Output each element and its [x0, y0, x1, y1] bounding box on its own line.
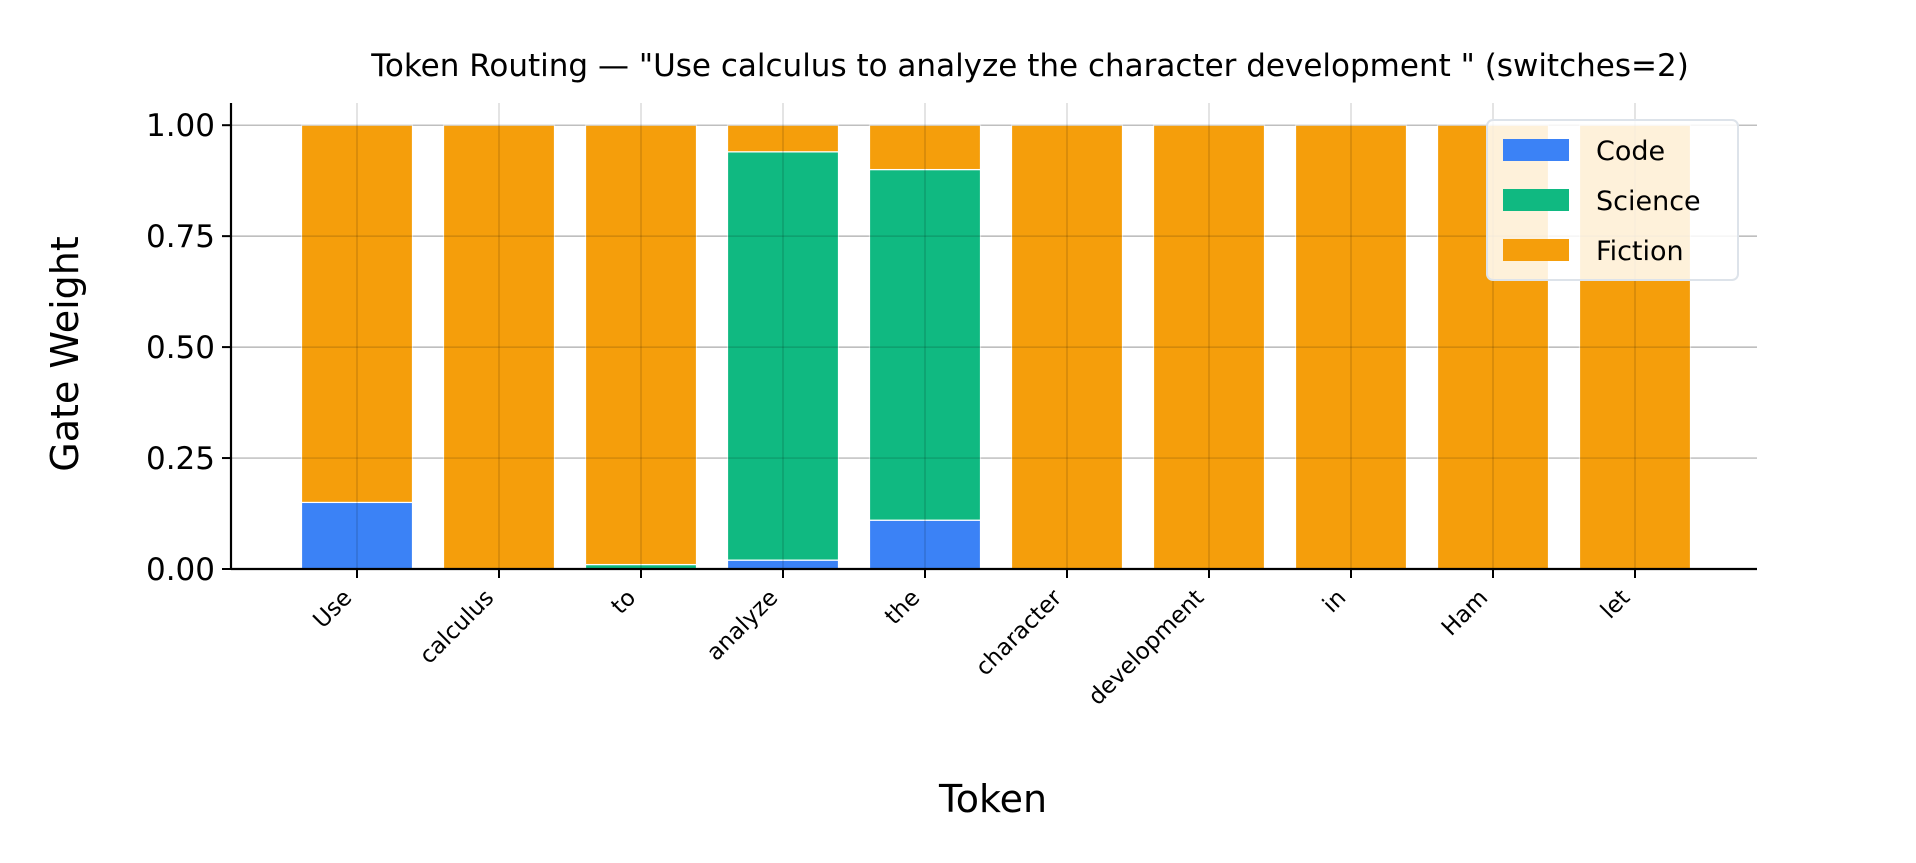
x-tick-label-8: Ham	[1437, 585, 1493, 641]
bar-science-4	[868, 168, 982, 521]
axes	[229, 103, 1757, 571]
bar-code-4	[868, 519, 982, 570]
legend-swatch-fiction	[1503, 239, 1569, 261]
legend-swatch-code	[1503, 139, 1569, 161]
bar-fiction-4	[868, 124, 982, 171]
chart-title: Token Routing — "Use calculus to analyze…	[370, 48, 1689, 84]
bar-fiction-0	[300, 124, 414, 504]
y-ticks: 0.00 0.25 0.50 0.75 1.00	[146, 108, 231, 588]
bar-fiction-1	[442, 124, 556, 570]
legend: Code Science Fiction	[1486, 119, 1739, 281]
x-tick-label-0: Use	[308, 585, 357, 634]
bar-code-0	[300, 501, 414, 570]
bar-fiction-3	[726, 124, 840, 153]
bar-fiction-5	[1010, 124, 1124, 570]
x-tick-label-7: in	[1318, 585, 1351, 618]
bar-science-3	[726, 151, 840, 561]
bar-fiction-2	[584, 124, 698, 566]
y-tick-label-4: 1.00	[146, 108, 215, 144]
y-tick-label-2: 0.50	[146, 330, 215, 366]
x-tick-label-2: to	[607, 585, 642, 620]
x-axis-label: Token	[938, 777, 1047, 821]
x-tick-label-5: character	[971, 584, 1068, 681]
x-tick-label-3: analyze	[702, 585, 783, 666]
y-tick-label-0: 0.00	[146, 552, 215, 588]
x-tick-label-6: development	[1084, 585, 1210, 711]
x-tick-label-1: calculus	[415, 585, 499, 669]
y-tick-label-1: 0.25	[146, 441, 215, 477]
x-ticks: Use calculus to analyze the character developm…	[308, 569, 1636, 711]
legend-label-code: Code	[1596, 136, 1665, 167]
y-tick-label-3: 0.75	[146, 219, 215, 255]
legend-label-fiction: Fiction	[1596, 236, 1684, 267]
bar-fiction-6	[1152, 124, 1266, 570]
x-tick-label-4: the	[880, 585, 925, 630]
x-tick-label-9: let	[1596, 585, 1635, 624]
bars	[231, 103, 1757, 570]
legend-label-science: Science	[1596, 186, 1701, 217]
legend-swatch-science	[1503, 189, 1569, 211]
y-axis-label: Gate Weight	[43, 236, 87, 471]
